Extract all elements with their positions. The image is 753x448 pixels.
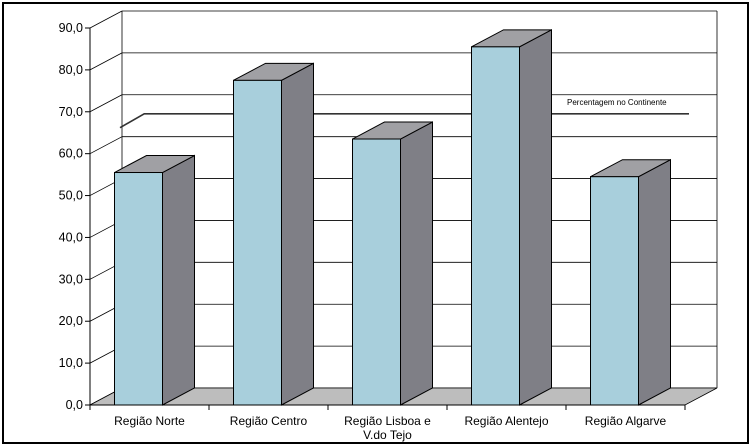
y-tick-label: 50,0 [59, 189, 83, 203]
y-tick-label: 0,0 [66, 398, 83, 412]
side-wall-gridline [90, 53, 122, 70]
bar-side [401, 122, 433, 405]
side-wall-gridline [90, 95, 122, 112]
side-wall-gridline [90, 137, 122, 154]
bar [115, 173, 163, 405]
bar [234, 80, 282, 405]
bar-side [639, 160, 671, 405]
bar-side [163, 156, 195, 405]
bar [591, 177, 639, 405]
y-tick-label: 10,0 [59, 356, 83, 370]
x-tick-label: Região Centro [230, 414, 308, 428]
x-tick-label: Região Alentejo [464, 414, 548, 428]
y-tick-label: 80,0 [59, 63, 83, 77]
y-tick-label: 90,0 [59, 21, 83, 35]
bar-side [520, 30, 552, 405]
y-tick-label: 70,0 [59, 105, 83, 119]
y-tick-label: 20,0 [59, 314, 83, 328]
bar [353, 139, 401, 405]
y-tick-label: 60,0 [59, 147, 83, 161]
bar-side [282, 63, 314, 405]
x-tick-label: Região Algarve [585, 414, 667, 428]
x-tick-label: V.do Tejo [363, 428, 412, 442]
bar [472, 47, 520, 405]
y-tick-label: 30,0 [59, 272, 83, 286]
x-tick-label: Região Norte [114, 414, 185, 428]
side-wall-gridline [90, 11, 122, 28]
reference-line-label: Percentagem no Continente [567, 98, 667, 107]
y-tick-label: 40,0 [59, 230, 83, 244]
x-tick-label: Região Lisboa e [344, 414, 431, 428]
